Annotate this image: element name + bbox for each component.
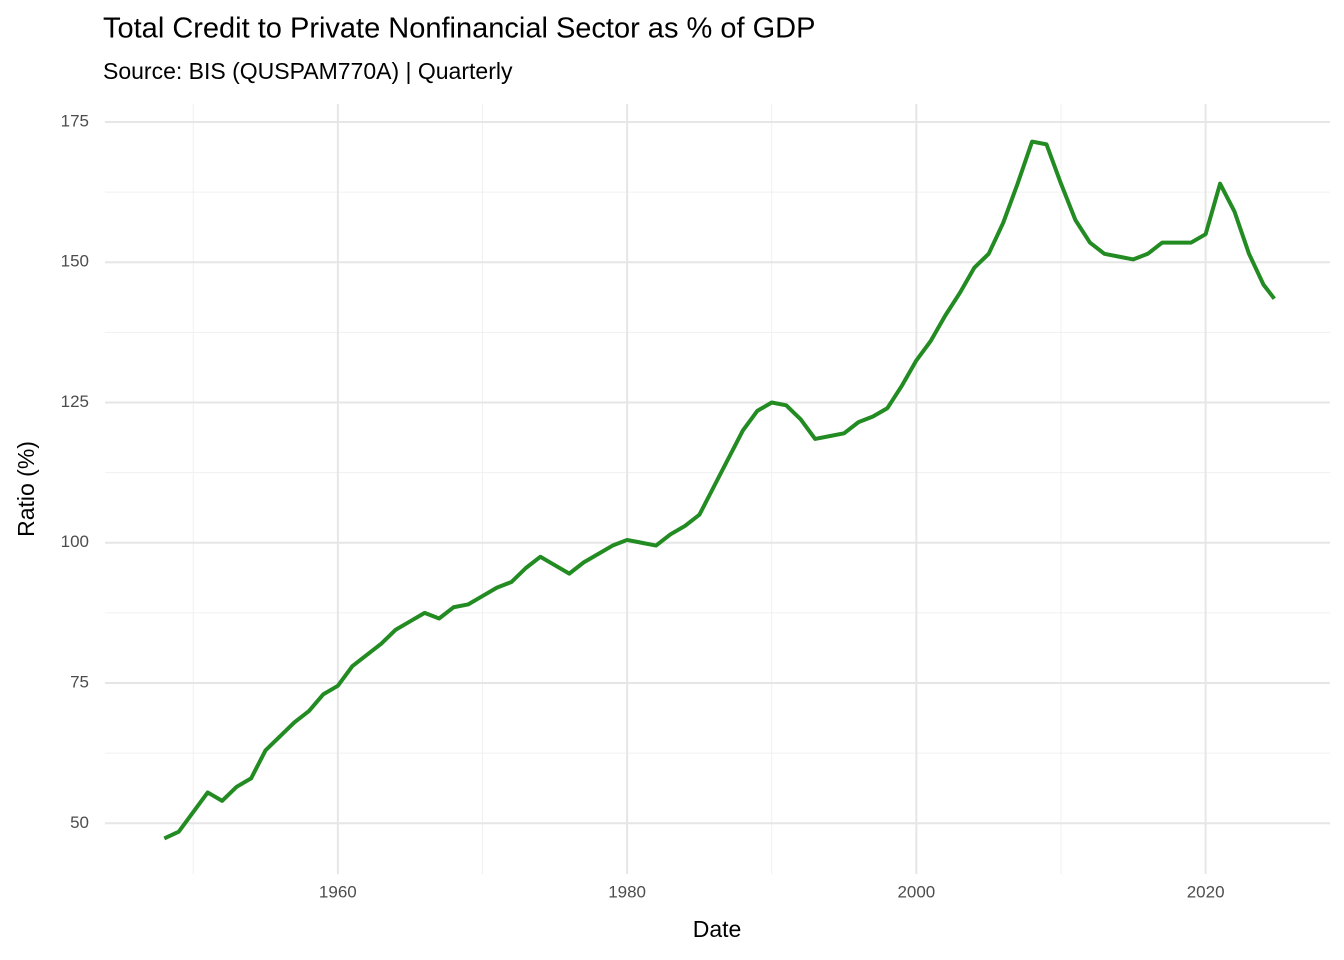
chart-subtitle: Source: BIS (QUSPAM770A) | Quarterly <box>103 58 513 84</box>
y-axis-title: Ratio (%) <box>13 441 39 537</box>
x-tick-label: 2000 <box>897 882 935 901</box>
x-tick-label: 2020 <box>1187 882 1225 901</box>
x-axis-title: Date <box>693 916 742 942</box>
y-tick-label: 100 <box>61 532 89 551</box>
x-tick-label: 1960 <box>319 882 357 901</box>
y-tick-label: 75 <box>70 672 89 691</box>
data-line <box>163 139 1276 841</box>
y-tick-label: 175 <box>61 111 89 130</box>
y-tick-label: 150 <box>61 252 89 271</box>
x-tick-label: 1980 <box>608 882 646 901</box>
y-tick-label: 125 <box>61 392 89 411</box>
chart-title: Total Credit to Private Nonfinancial Sec… <box>103 13 815 45</box>
y-tick-label: 50 <box>70 813 89 832</box>
